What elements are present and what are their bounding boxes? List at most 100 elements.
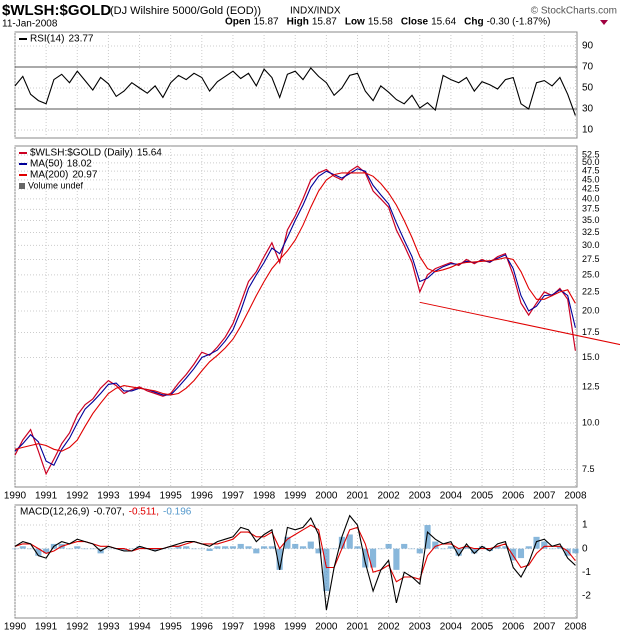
legend-value: -0.707,	[93, 507, 124, 518]
x-tick-label: 1995	[160, 622, 183, 633]
x-tick-label: 2008	[564, 622, 587, 633]
histogram-bar	[307, 541, 314, 549]
legend-extra: Volume undef	[28, 180, 84, 190]
x-tick-label: 1998	[253, 622, 276, 633]
histogram-bar	[190, 548, 198, 550]
histogram-bar	[237, 543, 244, 549]
y-tick-label: 32.5	[582, 227, 600, 237]
y-tick-label: 45.0	[582, 174, 600, 184]
x-tick-label: 1997	[222, 622, 245, 633]
histogram-bar	[354, 546, 361, 549]
quote-value: -0.30 (-1.87%)	[487, 17, 551, 28]
histogram-bar	[455, 548, 462, 556]
histogram-bar	[416, 548, 423, 554]
x-tick-label: 2008	[564, 491, 587, 502]
histogram-bar	[323, 548, 330, 592]
symbol: $WLSH:$GOLD	[2, 2, 111, 19]
histogram-bar	[315, 548, 322, 554]
down-arrow	[600, 20, 608, 25]
x-tick-label: 2007	[533, 622, 556, 633]
histogram-bar	[206, 548, 213, 552]
quote-value: 15.87	[254, 17, 279, 28]
quote-label: Close	[401, 17, 429, 28]
x-tick-label: 2004	[440, 491, 463, 502]
histogram-bar	[245, 546, 252, 549]
histogram-bar	[183, 546, 190, 549]
histogram-bar	[564, 548, 571, 556]
y-tick-label: 30.0	[582, 240, 600, 250]
legend-swatch	[19, 183, 25, 189]
y-tick-label: 25.0	[582, 269, 600, 279]
y-tick-label: 20.0	[582, 305, 600, 315]
series-line	[14, 168, 576, 466]
histogram-bar	[175, 546, 182, 549]
x-tick-label: 1991	[35, 622, 58, 633]
y-tick-label: -2	[582, 590, 591, 601]
panel	[14, 504, 578, 619]
histogram-bar	[424, 525, 431, 549]
x-tick-label: 1996	[191, 622, 214, 633]
histogram-bar	[440, 548, 447, 550]
y-tick-label: 35.0	[582, 215, 600, 225]
y-tick-label: 27.5	[582, 254, 600, 264]
y-tick-label: 0	[582, 543, 588, 554]
y-tick-label: 70	[582, 62, 594, 73]
x-tick-label: 2000	[315, 622, 338, 633]
description: (DJ Wilshire 5000/Gold (EOD))	[110, 5, 261, 17]
x-tick-label: 2003	[409, 491, 432, 502]
series-line	[14, 165, 576, 476]
histogram-bar	[494, 546, 501, 549]
histogram-bar	[152, 548, 159, 552]
legend-name: MACD(12,26,9)	[20, 507, 89, 518]
x-tick-label: 1994	[128, 491, 151, 502]
histogram-bar	[253, 548, 260, 554]
exchange: INDX/INDX	[290, 6, 341, 17]
histogram-bar	[510, 548, 517, 561]
histogram-bar	[292, 543, 299, 549]
histogram-bar	[377, 548, 384, 550]
x-tick-label: 1995	[160, 491, 183, 502]
histogram-bar	[331, 548, 338, 550]
x-tick-label: 2004	[440, 622, 463, 633]
quote-label: Chg	[464, 17, 483, 28]
quote-label: High	[287, 17, 309, 28]
histogram-bar	[393, 548, 400, 570]
panel	[14, 31, 578, 139]
histogram-bar	[214, 546, 221, 549]
histogram-bar	[549, 548, 556, 550]
histogram-bar	[105, 548, 112, 550]
series-line	[14, 514, 576, 611]
y-tick-label: 12.5	[582, 381, 600, 391]
x-tick-label: 1992	[66, 622, 89, 633]
histogram-bar	[35, 548, 42, 556]
trendline	[419, 301, 620, 346]
histogram-bar	[136, 546, 143, 549]
x-tick-label: 2005	[471, 491, 494, 502]
y-tick-label: -1	[582, 567, 591, 578]
histogram-bar	[167, 548, 174, 550]
legend-value: 15.64	[137, 148, 162, 159]
histogram-bar	[338, 536, 346, 549]
series-line	[14, 67, 576, 116]
x-tick-label: 1991	[35, 491, 58, 502]
y-tick-label: 50	[582, 83, 594, 94]
x-tick-label: 1996	[191, 491, 214, 502]
x-tick-label: 1998	[253, 491, 276, 502]
y-tick-label: 7.5	[582, 464, 595, 474]
y-tick-label: 10.0	[582, 417, 600, 427]
histogram-bar	[11, 548, 19, 550]
y-tick-label: 40.0	[582, 193, 600, 203]
histogram-bar	[369, 548, 377, 568]
y-tick-label: 50.0	[582, 157, 600, 167]
x-tick-label: 2005	[471, 622, 494, 633]
histogram-bar	[27, 548, 34, 550]
date: 11-Jan-2008	[2, 19, 58, 30]
histogram-bar	[525, 546, 532, 549]
histogram-bar	[572, 548, 579, 554]
histogram-bar	[486, 548, 493, 552]
histogram-bar	[19, 546, 26, 549]
y-tick-label: 90	[582, 41, 594, 52]
legend-name: MA(200)	[30, 170, 68, 181]
x-tick-label: 1999	[284, 622, 307, 633]
